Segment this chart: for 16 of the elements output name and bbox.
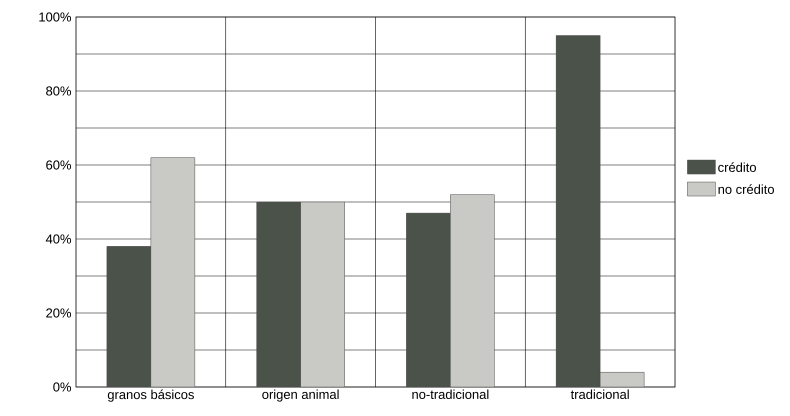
bar — [600, 372, 644, 387]
x-tick-label: granos básicos — [108, 390, 194, 402]
y-tick-label: 100% — [39, 12, 72, 22]
x-tick-label: origen animal — [262, 390, 339, 402]
legend-label: no crédito — [718, 184, 774, 194]
y-tick-label: 40% — [46, 234, 72, 244]
bar — [150, 157, 196, 387]
legend-label: crédito — [718, 162, 756, 172]
y-tick-label: 0% — [53, 382, 72, 392]
y-tick-label: 80% — [46, 86, 72, 96]
y-tick-label: 20% — [46, 308, 72, 318]
bar — [450, 194, 495, 387]
x-tick-label: no-tradicional — [412, 390, 488, 400]
y-tick-label: 60% — [46, 160, 72, 170]
bar — [300, 202, 345, 387]
x-tick-label: tradicional — [570, 390, 629, 400]
